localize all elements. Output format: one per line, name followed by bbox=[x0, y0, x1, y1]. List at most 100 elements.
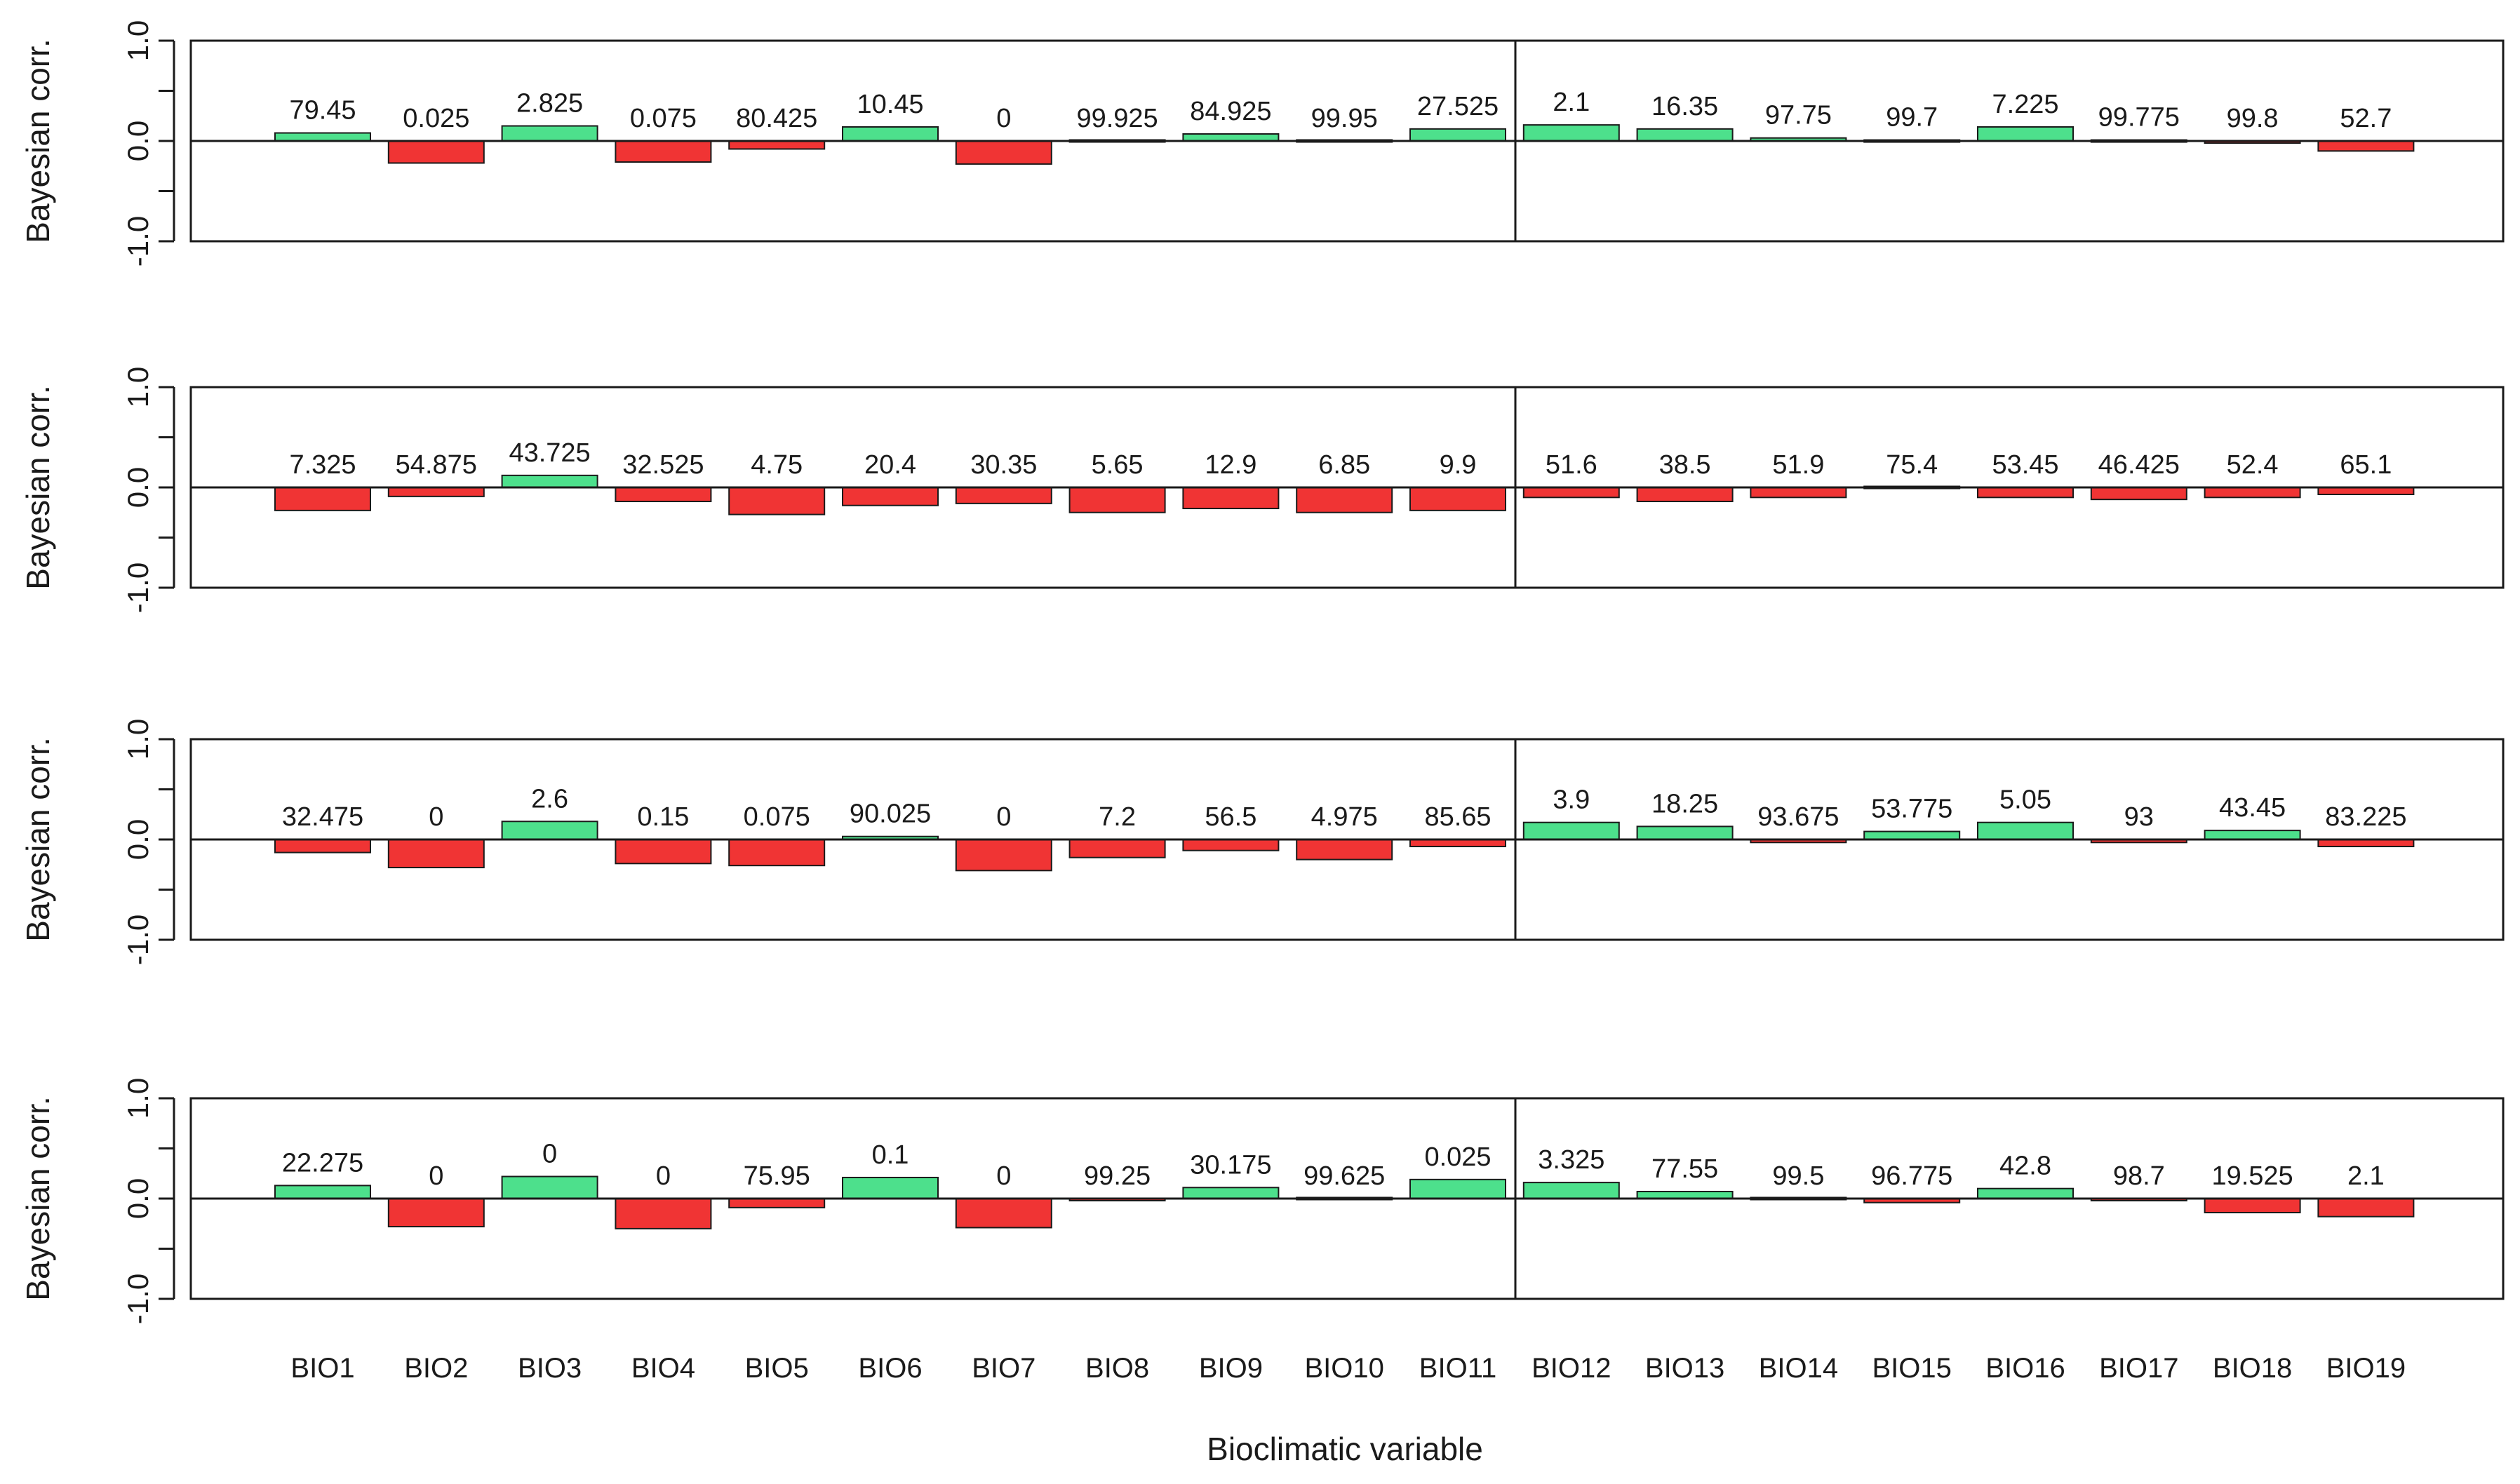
data-label-bio6: 20.4 bbox=[864, 450, 916, 480]
bar-bio11 bbox=[1409, 1178, 1506, 1199]
data-label-bio7: 0 bbox=[996, 802, 1011, 832]
data-label-bio9: 12.9 bbox=[1205, 450, 1256, 480]
data-label-bio3: 2.6 bbox=[531, 784, 568, 814]
data-label-bio1: 7.325 bbox=[289, 450, 356, 480]
y-tick-label: 0.0 bbox=[121, 121, 154, 161]
bar-bio2 bbox=[387, 487, 485, 497]
bar-bio10 bbox=[1296, 839, 1393, 861]
bar-bio17 bbox=[2090, 487, 2187, 501]
data-label-bio12: 3.325 bbox=[1538, 1145, 1604, 1175]
y-tick-label: 1.0 bbox=[121, 20, 154, 61]
bar-bio11 bbox=[1409, 839, 1506, 848]
bar-bio8 bbox=[1068, 487, 1166, 513]
bar-bio2 bbox=[387, 839, 485, 869]
bar-bio16 bbox=[1977, 1187, 2074, 1199]
bar-bio7 bbox=[955, 487, 1052, 504]
bar-bio1 bbox=[274, 839, 371, 854]
bar-bio5 bbox=[728, 487, 826, 515]
data-label-bio3: 43.725 bbox=[509, 438, 590, 468]
data-label-bio17: 46.425 bbox=[2098, 450, 2180, 480]
bar-bio6 bbox=[842, 1176, 939, 1199]
bar-bio4 bbox=[615, 140, 712, 163]
x-tick-label-bio5: BIO5 bbox=[745, 1353, 809, 1384]
data-label-bio16: 5.05 bbox=[1999, 785, 2051, 815]
x-tick-label-bio6: BIO6 bbox=[858, 1353, 922, 1384]
bar-bio11 bbox=[1409, 128, 1506, 142]
x-tick-label-bio19: BIO19 bbox=[2326, 1353, 2406, 1384]
data-label-bio12: 3.9 bbox=[1553, 785, 1590, 815]
data-label-bio16: 7.225 bbox=[1992, 90, 2058, 119]
bar-bio16 bbox=[1977, 126, 2074, 142]
y-tick-label: 1.0 bbox=[121, 367, 154, 407]
data-label-bio1: 79.45 bbox=[289, 96, 356, 126]
bar-bio6 bbox=[842, 126, 939, 142]
bar-bio9 bbox=[1182, 133, 1280, 142]
bar-bio12 bbox=[1522, 124, 1620, 142]
bar-bio1 bbox=[274, 132, 371, 142]
bar-bio15 bbox=[1863, 830, 1961, 841]
data-label-bio19: 83.225 bbox=[2325, 802, 2406, 832]
x-tick-label-bio18: BIO18 bbox=[2213, 1353, 2292, 1384]
y-tick-label: 0.0 bbox=[121, 1178, 154, 1219]
bar-bio7 bbox=[955, 1198, 1052, 1229]
bar-bio11 bbox=[1409, 487, 1506, 511]
bar-bio9 bbox=[1182, 839, 1280, 851]
bar-bio16 bbox=[1977, 487, 2074, 499]
x-tick-label-bio8: BIO8 bbox=[1085, 1353, 1149, 1384]
bar-bio1 bbox=[274, 1185, 371, 1200]
data-label-bio6: 90.025 bbox=[850, 800, 931, 829]
data-label-bio17: 93 bbox=[2124, 802, 2154, 832]
panel-4: 1.0 0.0 -1.0 Bayesian corr. 22.275 0 0 0 75.95 0.… bbox=[20, 1078, 2505, 1324]
x-tick-label-bio14: BIO14 bbox=[1759, 1353, 1838, 1384]
x-tick-label-bio1: BIO1 bbox=[290, 1353, 354, 1384]
data-label-bio10: 99.625 bbox=[1303, 1161, 1385, 1191]
data-label-bio13: 18.25 bbox=[1651, 789, 1718, 818]
data-label-bio2: 0.025 bbox=[403, 104, 469, 133]
data-label-bio8: 99.25 bbox=[1084, 1161, 1151, 1191]
data-label-bio5: 75.95 bbox=[744, 1161, 810, 1191]
bar-bio10 bbox=[1296, 487, 1393, 513]
data-label-bio5: 80.425 bbox=[736, 104, 817, 133]
data-label-bio16: 42.8 bbox=[1999, 1152, 2051, 1181]
panel-1: 1.0 0.0 -1.0 Bayesian corr. 79.45 0.025 2.825 0… bbox=[20, 20, 2505, 267]
data-label-bio9: 84.925 bbox=[1190, 97, 1271, 126]
data-label-bio17: 99.775 bbox=[2098, 103, 2180, 133]
bar-bio4 bbox=[615, 1198, 712, 1229]
bar-bio7 bbox=[955, 140, 1052, 165]
bar-bio8 bbox=[1068, 839, 1166, 858]
bar-bio5 bbox=[728, 1198, 826, 1208]
y-tick-label: 0.0 bbox=[121, 467, 154, 508]
x-tick-label-bio16: BIO16 bbox=[1985, 1353, 2065, 1384]
y-axis-title: Bayesian corr. bbox=[20, 1096, 56, 1300]
x-tick-label-bio10: BIO10 bbox=[1304, 1353, 1383, 1384]
y-axis-title: Bayesian corr. bbox=[20, 385, 56, 589]
data-label-bio4: 0 bbox=[656, 1161, 671, 1191]
data-label-bio7: 0 bbox=[996, 104, 1011, 133]
data-label-bio14: 93.675 bbox=[1757, 802, 1839, 832]
y-tick-label: -1.0 bbox=[121, 562, 154, 613]
x-tick-label-bio2: BIO2 bbox=[404, 1353, 468, 1384]
bar-bio19 bbox=[2317, 140, 2415, 152]
data-label-bio2: 0 bbox=[429, 1161, 443, 1191]
x-tick-label-bio15: BIO15 bbox=[1872, 1353, 1951, 1384]
bar-bio5 bbox=[728, 839, 826, 867]
y-tick-label: -1.0 bbox=[121, 1274, 154, 1324]
bar-bio18 bbox=[2204, 487, 2301, 499]
bar-bio9 bbox=[1182, 487, 1280, 510]
bar-bio16 bbox=[1977, 821, 2074, 840]
data-label-bio4: 0.15 bbox=[637, 802, 689, 832]
x-tick-label-bio7: BIO7 bbox=[972, 1353, 1036, 1384]
panel-2: 1.0 0.0 -1.0 Bayesian corr. 7.325 54.875 43.72… bbox=[20, 367, 2505, 613]
bar-bio19 bbox=[2317, 839, 2415, 848]
bar-bio1 bbox=[274, 487, 371, 511]
data-label-bio3: 0 bbox=[542, 1140, 557, 1169]
data-label-bio3: 2.825 bbox=[516, 89, 583, 119]
data-label-bio7: 0 bbox=[996, 1161, 1011, 1191]
data-label-bio10: 4.975 bbox=[1311, 802, 1378, 832]
data-label-bio7: 30.35 bbox=[970, 450, 1037, 480]
bar-bio4 bbox=[615, 487, 712, 503]
bar-bio3 bbox=[501, 125, 598, 142]
data-label-bio2: 54.875 bbox=[396, 450, 477, 480]
data-label-bio18: 19.525 bbox=[2211, 1161, 2293, 1191]
